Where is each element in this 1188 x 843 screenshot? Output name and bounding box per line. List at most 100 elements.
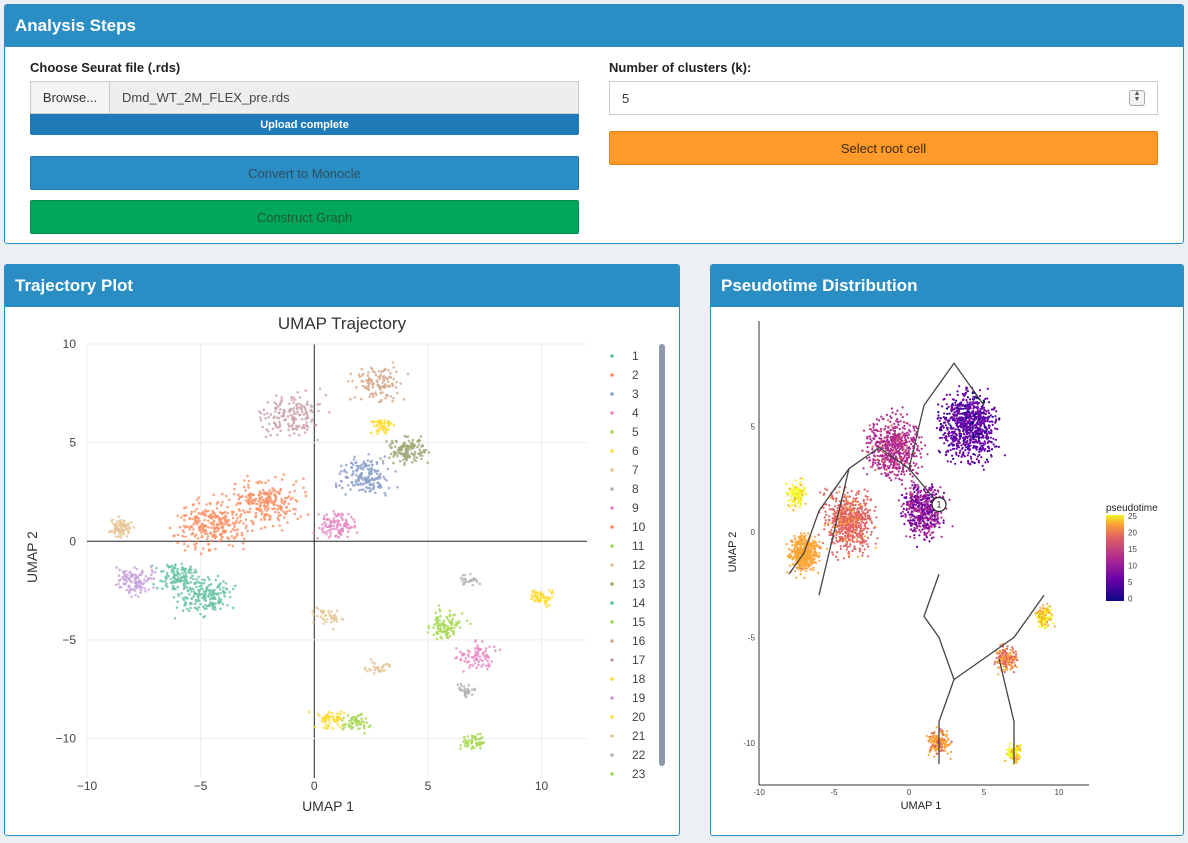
pt-point: [968, 463, 971, 466]
file-input[interactable]: Browse... Dmd_WT_2M_FLEX_pre.rds: [30, 81, 579, 114]
point: [258, 509, 262, 513]
point: [388, 375, 392, 379]
convert-to-monocle-button[interactable]: Convert to Monocle: [30, 156, 579, 190]
legend-item[interactable]: 11: [632, 539, 645, 553]
point: [231, 606, 235, 610]
point: [357, 373, 361, 376]
point: [295, 403, 298, 406]
legend-item[interactable]: 7: [632, 463, 639, 477]
legend-item[interactable]: 14: [632, 596, 646, 610]
point: [193, 517, 197, 521]
point: [402, 452, 406, 456]
point: [463, 582, 466, 585]
pt-point: [969, 455, 972, 458]
point: [288, 425, 291, 428]
pt-point: [860, 505, 864, 508]
legend-item[interactable]: 20: [632, 710, 646, 724]
legend-item[interactable]: 2: [632, 368, 639, 382]
legend-item[interactable]: 21: [632, 729, 646, 743]
legend-item[interactable]: 17: [632, 653, 646, 667]
point: [473, 662, 477, 665]
point: [299, 515, 303, 518]
point: [473, 659, 476, 662]
pt-point: [874, 542, 877, 545]
point: [327, 724, 330, 727]
pt-point: [877, 450, 880, 453]
legend-scrollbar[interactable]: [659, 344, 665, 766]
legend-item[interactable]: 5: [632, 425, 639, 439]
pt-point: [890, 452, 893, 455]
legend-item[interactable]: 9: [632, 501, 639, 515]
pt-point: [907, 433, 910, 436]
legend-item[interactable]: 12: [632, 558, 646, 572]
pt-point: [866, 498, 869, 501]
pt-point: [867, 527, 870, 530]
pt-point: [835, 539, 838, 542]
point: [323, 721, 327, 724]
point: [221, 500, 224, 504]
pt-point-cluster: [785, 532, 823, 579]
point: [479, 648, 483, 651]
pt-point: [952, 413, 955, 416]
select-root-cell-button[interactable]: Select root cell: [609, 131, 1158, 165]
pt-point: [970, 417, 973, 420]
construct-graph-button[interactable]: Construct Graph: [30, 200, 579, 234]
point: [348, 719, 351, 723]
pt-point: [799, 545, 802, 548]
pt-point: [894, 446, 897, 449]
pt-point: [804, 534, 807, 537]
pt-point: [952, 457, 955, 460]
legend-item[interactable]: 22: [632, 748, 646, 762]
legend-item[interactable]: 19: [632, 691, 646, 705]
legend-item[interactable]: 23: [632, 767, 646, 781]
browse-button[interactable]: Browse...: [31, 82, 110, 113]
pt-point: [788, 548, 791, 551]
pt-point: [830, 508, 834, 511]
legend-item[interactable]: 15: [632, 615, 646, 629]
pt-point: [798, 562, 802, 565]
legend-item[interactable]: 3: [632, 387, 639, 401]
point: [383, 669, 386, 672]
pt-point: [886, 464, 889, 467]
pt-point: [913, 490, 916, 494]
point: [458, 650, 462, 654]
legend-marker: [610, 715, 614, 719]
legend-item[interactable]: 4: [632, 406, 639, 420]
point: [215, 592, 218, 595]
legend-item[interactable]: 6: [632, 444, 639, 458]
point: [345, 476, 348, 479]
pt-point: [835, 512, 839, 515]
legend-item[interactable]: 13: [632, 577, 646, 591]
pt-point: [845, 497, 848, 500]
legend-item[interactable]: 10: [632, 520, 646, 534]
point: [392, 377, 396, 381]
point: [140, 586, 144, 589]
pt-point: [980, 405, 983, 408]
point: [332, 510, 335, 513]
clusters-input[interactable]: 5 ▲ ▼: [609, 81, 1158, 115]
pt-point: [903, 523, 906, 526]
legend-item[interactable]: 18: [632, 672, 646, 686]
pt-point: [863, 535, 867, 538]
pt-point: [967, 425, 970, 428]
point: [364, 666, 367, 669]
pt-point: [854, 515, 857, 518]
number-spinner-icon[interactable]: ▲ ▼: [1129, 90, 1145, 106]
pt-point: [850, 507, 853, 510]
legend-item[interactable]: 1: [632, 349, 639, 363]
pt-point: [897, 449, 900, 452]
pt-point: [946, 412, 949, 415]
pt-point: [940, 426, 943, 429]
pt-point: [954, 435, 957, 438]
pt-point: [875, 418, 878, 421]
point: [214, 578, 217, 582]
point: [117, 574, 121, 577]
pt-point: [990, 429, 993, 432]
legend-item[interactable]: 16: [632, 634, 646, 648]
point: [466, 687, 469, 691]
point: [461, 579, 464, 583]
point: [248, 492, 252, 496]
point: [315, 606, 318, 609]
legend-item[interactable]: 8: [632, 482, 639, 496]
